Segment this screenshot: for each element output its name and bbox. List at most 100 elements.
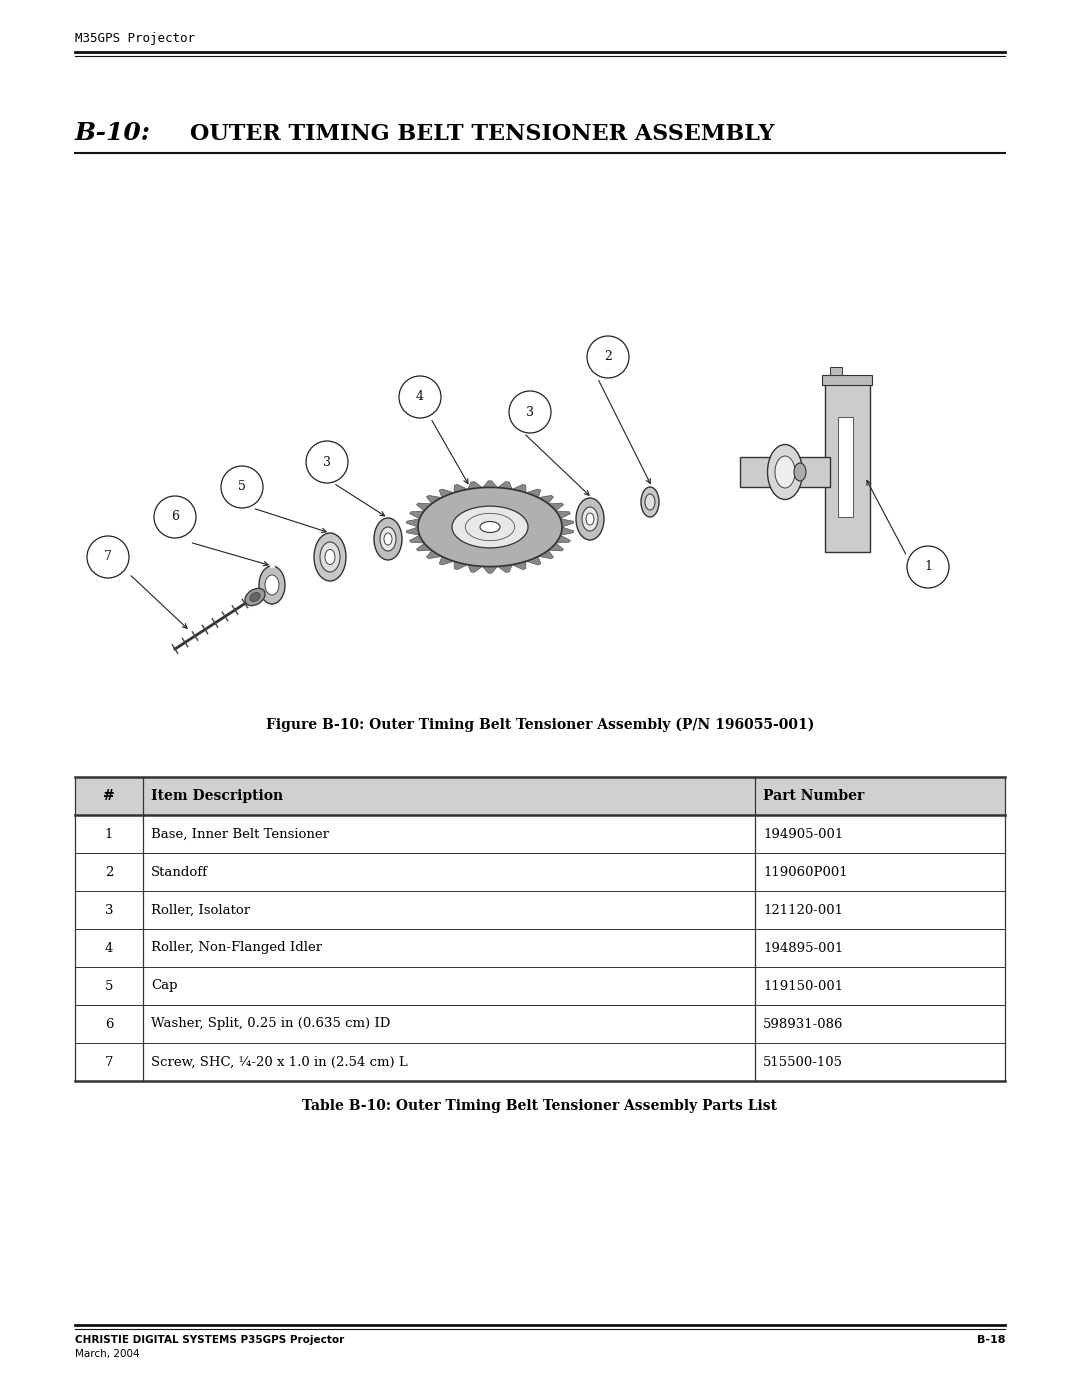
Ellipse shape [768, 444, 802, 500]
Polygon shape [468, 564, 483, 573]
Polygon shape [556, 511, 570, 518]
Text: Washer, Split, 0.25 in (0.635 cm) ID: Washer, Split, 0.25 in (0.635 cm) ID [151, 1017, 390, 1031]
Polygon shape [417, 543, 432, 550]
Text: 6: 6 [171, 510, 179, 524]
Circle shape [509, 391, 551, 433]
Circle shape [87, 536, 129, 578]
Ellipse shape [325, 549, 335, 564]
Ellipse shape [453, 506, 528, 548]
Text: Cap: Cap [151, 979, 177, 992]
Text: 6: 6 [105, 1017, 113, 1031]
Text: 194905-001: 194905-001 [762, 827, 843, 841]
Text: Table B-10: Outer Timing Belt Tensioner Assembly Parts List: Table B-10: Outer Timing Belt Tensioner … [302, 1099, 778, 1113]
Text: Part Number: Part Number [762, 789, 864, 803]
Text: 3: 3 [323, 455, 330, 468]
Polygon shape [454, 562, 468, 570]
Text: 1: 1 [105, 827, 113, 841]
Polygon shape [409, 535, 424, 543]
Polygon shape [561, 527, 573, 535]
Text: 121120-001: 121120-001 [762, 904, 843, 916]
Ellipse shape [320, 542, 340, 571]
Polygon shape [409, 511, 424, 518]
Text: Screw, SHC, ¼-20 x 1.0 in (2.54 cm) L: Screw, SHC, ¼-20 x 1.0 in (2.54 cm) L [151, 1056, 408, 1069]
Polygon shape [498, 564, 512, 573]
Text: CHRISTIE DIGITAL SYSTEMS P35GPS Projector: CHRISTIE DIGITAL SYSTEMS P35GPS Projecto… [75, 1336, 345, 1345]
Ellipse shape [642, 488, 659, 517]
Text: B-18: B-18 [976, 1336, 1005, 1345]
Ellipse shape [418, 488, 562, 567]
Polygon shape [512, 562, 526, 570]
Text: Standoff: Standoff [151, 866, 208, 879]
Text: March, 2004: March, 2004 [75, 1350, 139, 1359]
Text: Roller, Non-Flanged Idler: Roller, Non-Flanged Idler [151, 942, 322, 954]
Ellipse shape [249, 592, 260, 602]
Bar [831, 367, 842, 374]
Text: 194895-001: 194895-001 [762, 942, 843, 954]
Circle shape [306, 441, 348, 483]
Text: 4: 4 [105, 942, 113, 954]
Ellipse shape [645, 495, 654, 510]
Bar [75, 777, 1005, 814]
Text: 5: 5 [238, 481, 246, 493]
Polygon shape [556, 535, 570, 543]
Ellipse shape [582, 507, 598, 531]
Polygon shape [538, 550, 554, 559]
Polygon shape [440, 556, 454, 564]
Bar [822, 374, 872, 386]
Polygon shape [561, 518, 573, 527]
Text: 119060P001: 119060P001 [762, 866, 848, 879]
Text: 119150-001: 119150-001 [762, 979, 843, 992]
Ellipse shape [384, 534, 392, 545]
Ellipse shape [480, 521, 500, 532]
Ellipse shape [374, 518, 402, 560]
Text: 7: 7 [105, 1056, 113, 1069]
Text: 2: 2 [105, 866, 113, 879]
Text: Figure B-10: Outer Timing Belt Tensioner Assembly (P/N 196055-001): Figure B-10: Outer Timing Belt Tensioner… [266, 718, 814, 732]
Ellipse shape [576, 497, 604, 541]
Text: Base, Inner Belt Tensioner: Base, Inner Belt Tensioner [151, 827, 329, 841]
Text: OUTER TIMING BELT TENSIONER ASSEMBLY: OUTER TIMING BELT TENSIONER ASSEMBLY [190, 123, 774, 145]
Polygon shape [406, 527, 419, 535]
Circle shape [221, 467, 264, 509]
Polygon shape [538, 496, 554, 504]
Ellipse shape [265, 576, 279, 595]
Text: 7: 7 [104, 550, 112, 563]
Ellipse shape [794, 462, 806, 481]
Polygon shape [440, 489, 454, 497]
Ellipse shape [259, 566, 285, 604]
Text: M35GPS Projector: M35GPS Projector [75, 32, 195, 45]
Circle shape [399, 376, 441, 418]
Text: 598931-086: 598931-086 [762, 1017, 843, 1031]
Polygon shape [468, 482, 483, 489]
Polygon shape [417, 503, 432, 511]
Circle shape [588, 337, 629, 379]
Polygon shape [427, 496, 442, 504]
Text: 3: 3 [526, 405, 534, 419]
Ellipse shape [380, 527, 396, 550]
Text: #: # [103, 789, 114, 803]
Ellipse shape [775, 455, 795, 488]
Ellipse shape [245, 588, 265, 606]
Text: 4: 4 [416, 391, 424, 404]
Polygon shape [427, 550, 442, 559]
Circle shape [907, 546, 949, 588]
Bar [838, 416, 853, 517]
Text: 515500-105: 515500-105 [762, 1056, 843, 1069]
Text: Item Description: Item Description [151, 789, 283, 803]
Text: 2: 2 [604, 351, 612, 363]
Polygon shape [406, 518, 419, 527]
Text: Roller, Isolator: Roller, Isolator [151, 904, 251, 916]
Ellipse shape [314, 534, 346, 581]
Circle shape [154, 496, 195, 538]
Ellipse shape [586, 513, 594, 525]
Bar [740, 457, 831, 488]
Bar [825, 381, 870, 552]
Text: 5: 5 [105, 979, 113, 992]
Text: B-10:: B-10: [75, 122, 151, 145]
Polygon shape [498, 482, 512, 489]
Polygon shape [454, 485, 468, 493]
Polygon shape [483, 566, 498, 573]
Text: 1: 1 [924, 560, 932, 574]
Polygon shape [549, 543, 564, 550]
Text: 3: 3 [105, 904, 113, 916]
